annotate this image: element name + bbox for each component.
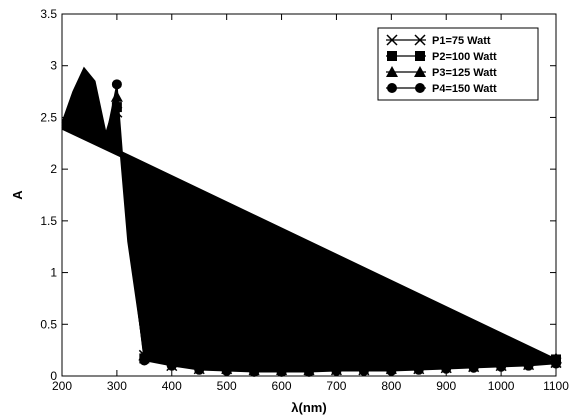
filled-region-layer [62, 67, 556, 372]
triangle-marker [467, 354, 480, 366]
x-tick-label: 200 [52, 379, 72, 393]
triangle-marker [357, 356, 370, 368]
triangle-marker [386, 66, 398, 77]
x-axis-ticks: 200 300 400 500 600 700 800 900 1000 1100 [52, 14, 569, 393]
triangle-marker [275, 357, 288, 369]
circle-marker [413, 364, 424, 375]
circle-marker [304, 366, 314, 377]
circle-marker [111, 79, 122, 90]
x-tick-label: 1100 [543, 379, 569, 393]
x-tick-label: 700 [326, 379, 346, 393]
x-tick-label: 500 [217, 379, 237, 393]
x-tick-label: 300 [107, 379, 127, 393]
y-axis-title: A [10, 190, 25, 200]
x-marker [386, 34, 398, 46]
circle-marker [387, 83, 397, 93]
legend-label: P3=125 Watt [432, 67, 497, 79]
circle-marker [523, 360, 534, 371]
y-tick-label: 0 [50, 369, 57, 383]
y-axis-ticks: 0 0.5 1 1.5 2 2.5 3 3.5 [40, 7, 556, 383]
circle-marker [194, 364, 205, 375]
y-tick-label: 2.5 [40, 110, 57, 124]
x-tick-label: 600 [272, 379, 292, 393]
x-tick-label: 1000 [488, 379, 515, 393]
circle-marker [358, 365, 369, 376]
triangle-marker [414, 66, 426, 77]
x-marker [414, 34, 426, 46]
circle-marker [468, 362, 479, 373]
legend: P1=75 Watt P2=100 Watt P3=125 Watt P4=150 W… [377, 27, 539, 101]
triangle-marker [220, 356, 233, 368]
circle-marker [415, 83, 425, 93]
y-tick-label: 1 [50, 266, 57, 280]
circle-marker [441, 363, 452, 374]
square-marker [387, 51, 397, 61]
y-tick-label: 1.5 [40, 214, 57, 228]
y-tick-label: 3 [50, 59, 57, 73]
x-tick-label: 800 [381, 379, 401, 393]
square-marker [415, 51, 425, 61]
series-layer [61, 66, 562, 377]
triangle-marker [412, 355, 425, 367]
legend-label: P2=100 Watt [432, 51, 497, 63]
square-marker [111, 102, 122, 113]
circle-marker [496, 361, 507, 372]
x-axis-title: λ(nm) [291, 400, 326, 415]
circle-marker [139, 355, 150, 366]
triangle-marker [165, 351, 178, 363]
legend-label: P4=150 Watt [432, 83, 497, 95]
circle-marker [166, 360, 177, 371]
x-tick-label: 400 [162, 379, 182, 393]
triangle-marker [303, 357, 315, 369]
triangle-marker [440, 355, 453, 367]
circle-marker [249, 366, 260, 377]
triangle-marker [330, 357, 343, 369]
y-tick-label: 2 [50, 162, 57, 176]
triangle-marker [385, 356, 398, 368]
triangle-marker [248, 357, 261, 369]
y-tick-label: 0.5 [40, 317, 57, 331]
series-fill-region [62, 74, 556, 372]
legend-label: P1=75 Watt [432, 35, 491, 47]
triangle-marker [193, 354, 206, 366]
plot-frame [61, 13, 557, 377]
x-tick-label: 900 [436, 379, 456, 393]
y-tick-label: 3.5 [40, 7, 57, 21]
